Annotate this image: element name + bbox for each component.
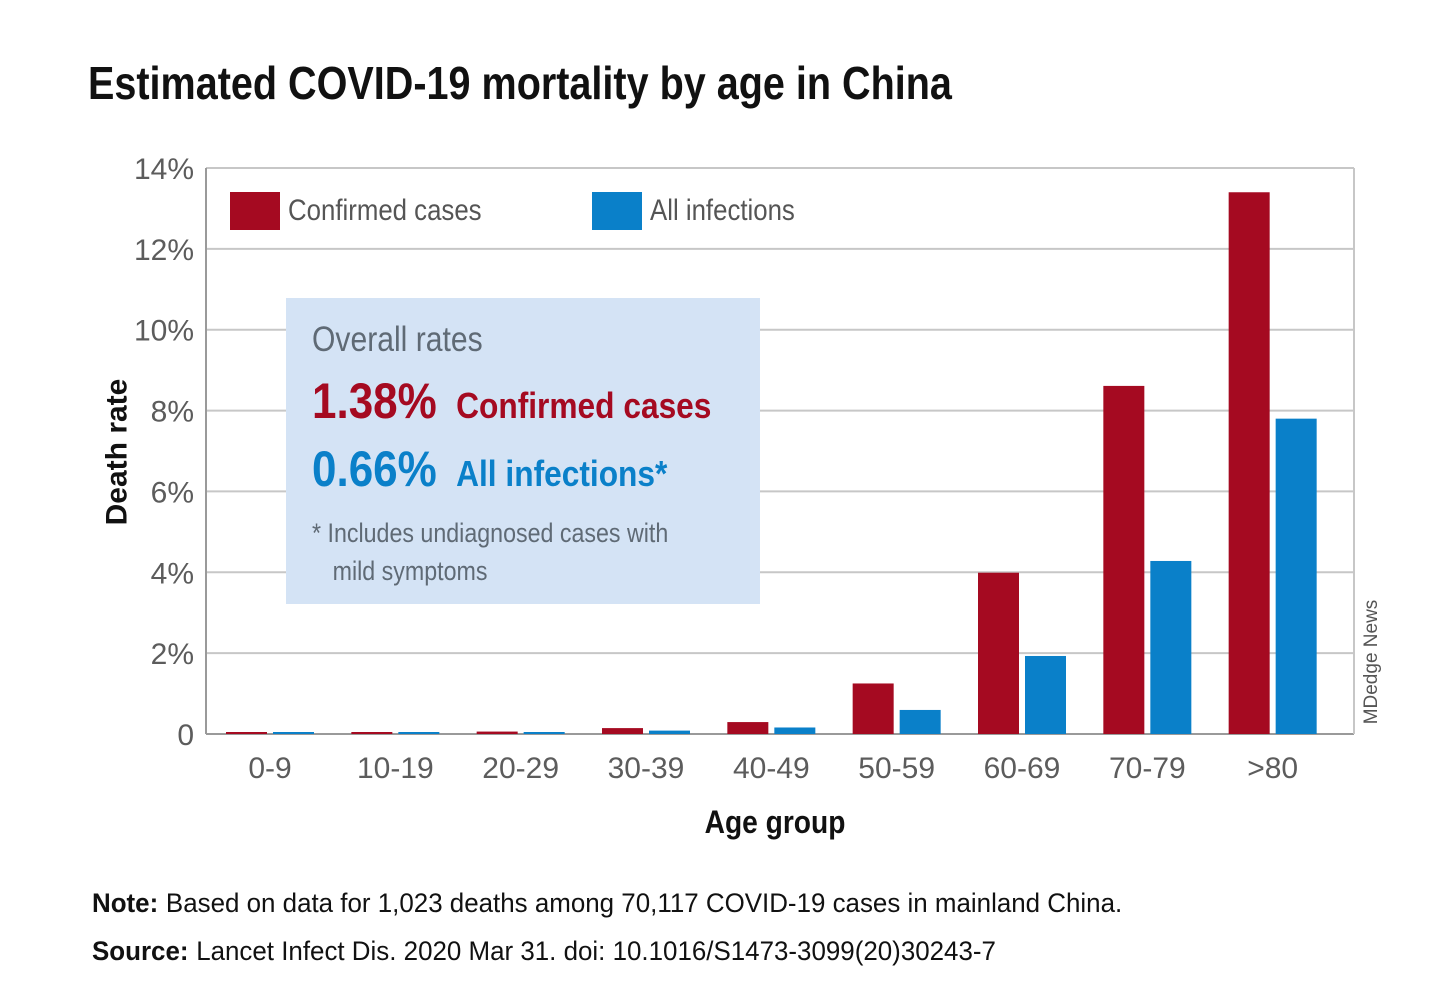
x-tick-label: 20-29 [482,752,559,785]
bar-all-40-49 [774,727,816,734]
confirmed-rate-label: Confirmed cases [456,385,712,426]
bar-confirmed-60-69 [978,572,1019,734]
y-tick-label: 6% [151,476,194,509]
y-tick-label: 4% [151,557,194,590]
note-key: Note: [92,888,159,918]
all-rate-value: 0.66% [312,441,437,497]
footnote-line: mild symptoms [332,556,488,586]
confirmed-rate-row: 1.38% Confirmed cases [312,372,711,430]
x-tick-label: 70-79 [1109,752,1186,785]
bar-confirmed-30-39 [602,728,643,734]
x-tick-label: 50-59 [858,752,935,785]
all-rate-row: 0.66% All infections* [312,440,667,498]
source-text: Lancet Infect Dis. 2020 Mar 31. doi: 10.… [196,936,996,966]
callout-heading: Overall rates [312,320,483,359]
bar-all-70-79 [1150,560,1192,734]
bar-confirmed-10-19 [351,732,393,734]
note-text: Based on data for 1,023 deaths among 70,… [165,888,1123,918]
bar-confirmed-over-80 [1228,192,1270,734]
source-line: Source: Lancet Infect Dis. 2020 Mar 31. d… [92,936,996,967]
y-tick-label: 14% [134,153,194,186]
credit-label: MDedge News [1361,599,1382,725]
bar-confirmed-0-9 [226,732,267,734]
legend-label-all: All infections [650,194,795,227]
chart-title: Estimated COVID-19 mortality by age in C… [88,57,952,109]
bar-all-30-39 [649,730,690,734]
note-line: Note: Based on data for 1,023 deaths amon… [92,888,1122,919]
x-tick-label: 30-39 [608,752,685,785]
bar-all-0-9 [273,732,314,734]
bar-confirmed-50-59 [852,683,894,734]
x-tick-label: 40-49 [733,752,810,785]
legend-swatch-all [592,192,642,230]
bar-confirmed-70-79 [1103,385,1145,734]
y-tick-label: 2% [151,638,194,671]
x-axis-title: Age group [704,804,846,840]
legend-item-all: All infections [592,192,818,230]
x-tick-label: 0-9 [248,752,291,785]
callout-footnote: * Includes undiagnosed cases with mild s… [312,514,708,590]
legend-swatch-confirmed [230,192,280,230]
footnote-line: * Includes undiagnosed cases with [312,518,669,548]
bar-all-50-59 [899,709,941,734]
legend-label-confirmed: Confirmed cases [288,194,482,227]
bar-confirmed-20-29 [476,731,518,734]
x-tick-label: 60-69 [984,752,1061,785]
y-tick-label: 12% [134,234,194,267]
x-tick-labels: 0-9 10-19 20-29 30-39 40-49 50-59 60-69 70-79 >8… [248,752,1298,785]
confirmed-rate-value: 1.38% [312,373,437,429]
x-tick-label: >80 [1247,752,1298,785]
bar-all-60-69 [1025,655,1066,734]
y-tick-label: 0 [177,719,194,752]
bars [226,192,1317,734]
bar-confirmed-40-49 [727,722,769,734]
legend-item-confirmed: Confirmed cases [230,192,513,230]
y-tick-label: 10% [134,315,194,348]
bar-all-over-80 [1275,418,1317,734]
all-rate-label: All infections* [456,453,668,494]
bar-all-20-29 [523,732,565,734]
y-tick-labels: 0 2% 4% 6% 8% 10% 12% 14% [134,153,194,752]
y-tick-label: 8% [151,396,194,429]
x-tick-label: 10-19 [357,752,434,785]
bar-all-10-19 [398,732,440,734]
y-axis-title: Death rate [100,378,134,526]
source-key: Source: [92,936,189,966]
overall-rates-callout: Overall rates 1.38% Confirmed cases 0.66… [286,298,760,604]
